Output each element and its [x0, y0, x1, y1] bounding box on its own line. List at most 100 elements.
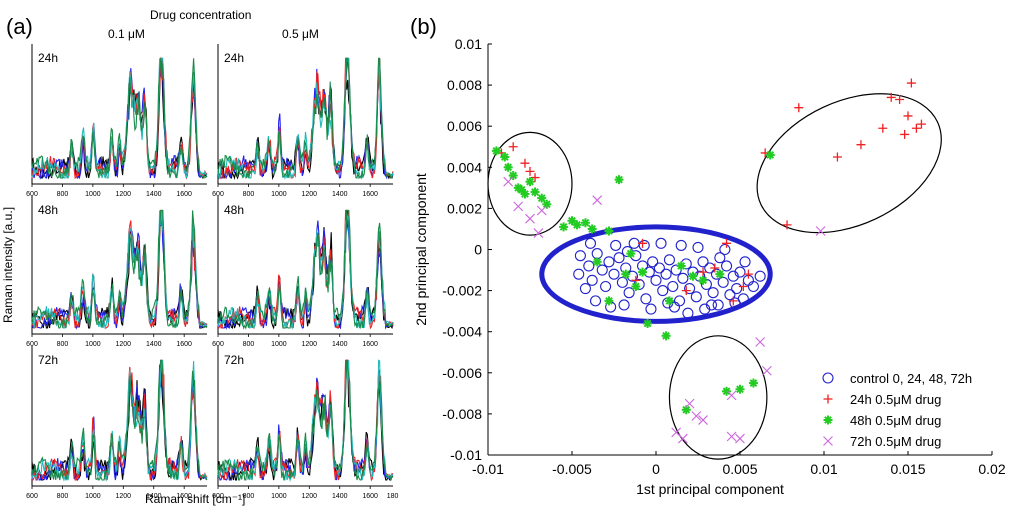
data-point: [657, 285, 669, 297]
data-point: [580, 218, 590, 228]
data-point: [761, 365, 772, 376]
data-point: [618, 299, 630, 311]
x-tick-label: 800: [243, 493, 255, 500]
star-stroke: [682, 405, 691, 414]
data-point: [530, 173, 540, 183]
x-tick-label: 180: [387, 493, 399, 500]
data-point: [604, 226, 614, 236]
data-point: [667, 280, 679, 293]
data-point: [815, 226, 826, 236]
x-tick-label: 600: [212, 341, 224, 348]
data-point: [677, 433, 688, 444]
data-point: [900, 129, 910, 139]
data-point: [503, 176, 514, 187]
data-point: [508, 171, 518, 181]
series-star: [491, 146, 775, 415]
star-stroke: [605, 296, 613, 305]
data-point: [614, 175, 624, 185]
spectrum-line-2: [31, 364, 208, 482]
pca-ylabel: 2nd principal component: [413, 173, 429, 326]
x-tick-label: 1600: [362, 493, 378, 500]
data-point: [579, 282, 591, 295]
star-stroke: [605, 227, 613, 235]
star-stroke: [643, 319, 652, 328]
time-label: 72h: [224, 353, 244, 367]
x-tick-label: 1200: [116, 341, 132, 348]
star-stroke: [581, 218, 590, 227]
data-point: [530, 187, 540, 197]
data-point: [542, 199, 552, 209]
spectrum-line-5: [31, 58, 208, 179]
data-point: [638, 239, 650, 251]
legend-marker: [823, 436, 833, 446]
data-point: [592, 195, 603, 206]
data-point: [600, 280, 612, 293]
spectrum-line-2: [31, 213, 208, 330]
data-point: [536, 205, 547, 216]
data-point: [573, 268, 585, 280]
data-point: [513, 201, 524, 212]
data-point: [525, 166, 535, 176]
data-point: [621, 269, 631, 279]
star-stroke: [500, 153, 509, 161]
y-tick-label: -0.002: [442, 283, 482, 299]
x-tick-label: 0: [652, 461, 660, 477]
star-stroke: [531, 188, 539, 196]
data-point: [623, 287, 635, 299]
legend-marker: [823, 394, 833, 404]
star-stroke: [509, 171, 518, 180]
star-stroke: [492, 146, 501, 155]
pca-scatter-plot: 0.01 0.008 0.006 0.004 0.002 0 -0.002 -0.004 -0.…: [413, 36, 1006, 497]
data-point: [903, 111, 913, 121]
data-point: [714, 252, 726, 264]
data-point: [734, 266, 746, 278]
column-header-0-5uM: 0.5 μM: [282, 27, 319, 41]
data-point: [631, 281, 641, 291]
data-point: [717, 276, 729, 288]
y-tick-label: -0.008: [442, 406, 482, 422]
data-point: [886, 92, 896, 102]
pca-legend: control 0, 24, 48, 72h 24h 0.5μM drug 48h …: [822, 371, 972, 449]
data-point: [638, 267, 648, 277]
x-tick-label: 1400: [332, 341, 348, 348]
data-point: [712, 299, 724, 311]
data-point: [727, 270, 739, 282]
data-point: [591, 248, 603, 260]
star-stroke: [568, 216, 576, 225]
spectrum-subplot-48h-col1: 48h 600 800 1000 1200 1400 1600: [26, 196, 208, 348]
star-stroke: [766, 151, 775, 159]
star-stroke: [573, 220, 581, 229]
data-point: [673, 295, 686, 307]
legend-label: control 0, 24, 48, 72h: [850, 371, 972, 386]
data-point: [698, 275, 708, 285]
y-tick-label: -0.004: [442, 324, 482, 340]
time-label: 72h: [38, 353, 58, 367]
star-stroke: [638, 268, 647, 276]
spectrum-line-5: [217, 57, 393, 180]
data-point: [715, 269, 725, 279]
star-stroke: [504, 163, 513, 172]
data-point: [572, 220, 582, 230]
data-point: [682, 307, 694, 319]
star-stroke: [521, 190, 529, 198]
spectrum-line-3: [31, 209, 208, 330]
x-tick-label: 800: [243, 341, 255, 348]
data-point: [583, 260, 595, 272]
x-tick-label: 1600: [362, 341, 378, 348]
spectrum-line-5: [31, 209, 208, 329]
star-stroke: [526, 177, 534, 186]
x-tick-label: 1200: [116, 191, 132, 198]
data-point: [653, 262, 665, 274]
panel-a-xlabel-text: Raman shift [cm⁻¹]: [145, 492, 246, 506]
data-point: [661, 331, 671, 341]
x-tick-label: 1600: [362, 191, 378, 198]
data-point: [691, 411, 702, 421]
spectrum-line-2: [217, 219, 394, 330]
x-tick-label: 0.02: [978, 461, 1005, 477]
star-stroke: [677, 262, 686, 270]
data-point: [878, 123, 888, 133]
data-point: [503, 162, 513, 172]
x-tick-label: 0.01: [810, 461, 837, 477]
data-point: [747, 280, 759, 293]
data-point: [754, 270, 766, 282]
